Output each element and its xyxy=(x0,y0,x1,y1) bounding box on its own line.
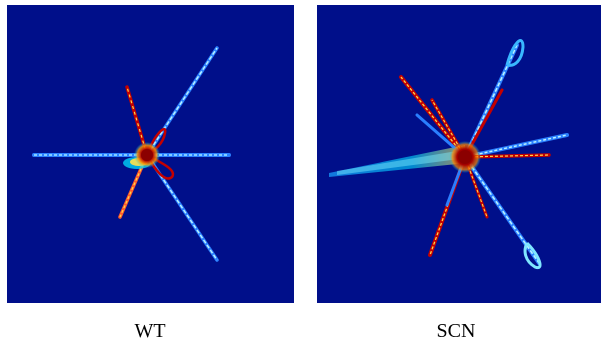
scn-trajectory-plot xyxy=(329,39,569,270)
scn-loop-upper-right xyxy=(505,39,525,67)
wt-trajectory-plot xyxy=(32,46,231,262)
wt-loop-lower xyxy=(145,153,175,180)
scn-caption: SCN xyxy=(436,320,476,342)
wt-caption: WT xyxy=(134,320,166,342)
scn-heatmap-image xyxy=(317,5,601,303)
scn-haze xyxy=(329,145,467,177)
wt-heatmap-image xyxy=(7,5,294,303)
scn-loop-lower-right xyxy=(523,241,542,270)
